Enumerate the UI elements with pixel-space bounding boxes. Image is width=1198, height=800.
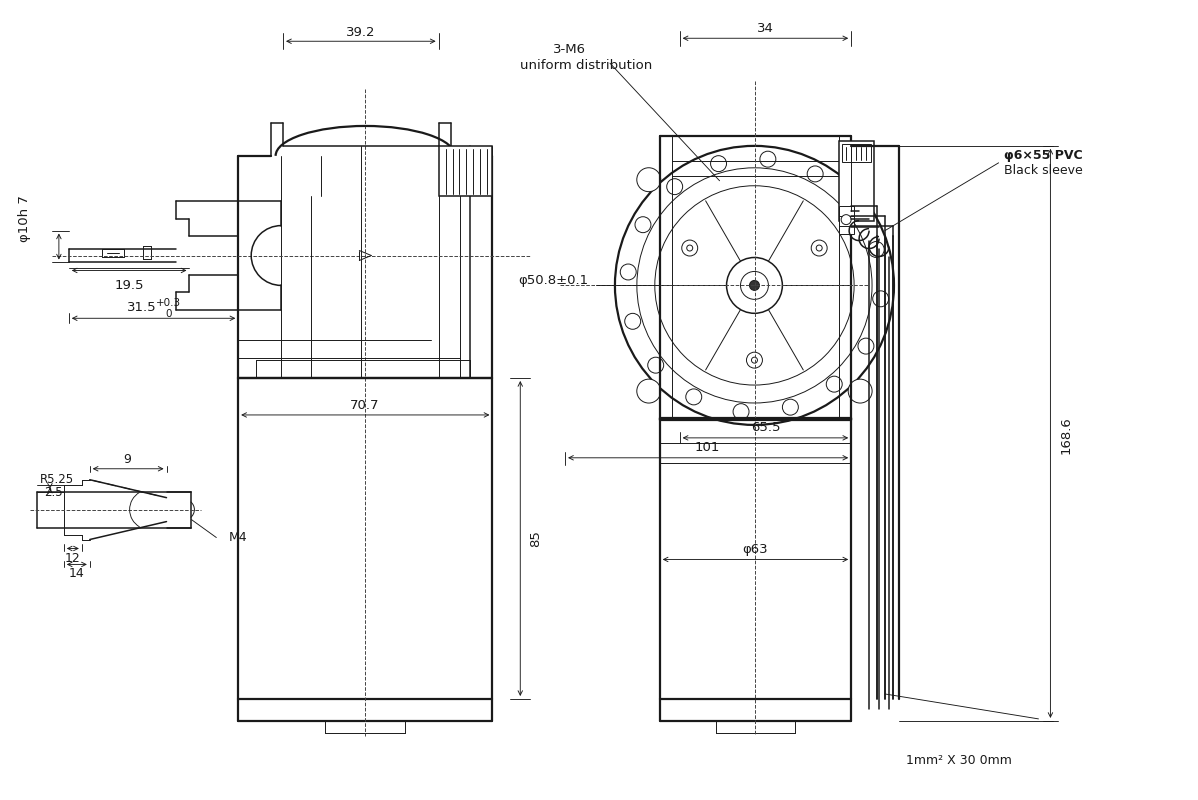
Text: 0: 0 — [165, 310, 171, 319]
Circle shape — [782, 399, 798, 415]
Circle shape — [848, 379, 872, 403]
Circle shape — [648, 358, 664, 373]
Text: 1mm² X 30 0mm: 1mm² X 30 0mm — [906, 754, 1011, 767]
Text: 2.5: 2.5 — [44, 486, 62, 499]
Circle shape — [685, 389, 702, 405]
Text: 85: 85 — [528, 530, 541, 547]
Text: 14: 14 — [69, 567, 85, 580]
Circle shape — [637, 379, 661, 403]
Circle shape — [807, 166, 823, 182]
Text: 70.7: 70.7 — [350, 399, 380, 413]
Circle shape — [615, 146, 894, 425]
Circle shape — [740, 271, 768, 299]
Circle shape — [746, 352, 762, 368]
Circle shape — [726, 258, 782, 314]
Text: 168.6: 168.6 — [1060, 416, 1073, 454]
Circle shape — [872, 291, 889, 306]
Circle shape — [858, 338, 873, 354]
Text: 39.2: 39.2 — [346, 26, 376, 38]
Text: Black sleeve: Black sleeve — [1004, 164, 1082, 178]
Circle shape — [621, 264, 636, 280]
Circle shape — [667, 178, 683, 194]
Circle shape — [841, 214, 851, 225]
Circle shape — [733, 404, 749, 420]
Circle shape — [751, 357, 757, 363]
Circle shape — [635, 217, 651, 233]
Text: 12: 12 — [65, 552, 80, 565]
Text: 101: 101 — [695, 442, 720, 454]
Circle shape — [827, 376, 842, 392]
Circle shape — [637, 168, 872, 403]
Circle shape — [624, 314, 641, 330]
Circle shape — [750, 281, 760, 290]
Circle shape — [869, 242, 884, 258]
Bar — [839, 141, 875, 221]
Circle shape — [655, 186, 854, 385]
Text: M4: M4 — [229, 531, 247, 544]
Circle shape — [848, 168, 872, 192]
Text: 19.5: 19.5 — [115, 279, 145, 292]
Bar — [842, 144, 871, 162]
Circle shape — [710, 156, 726, 172]
Text: 65.5: 65.5 — [751, 422, 780, 434]
Circle shape — [760, 151, 776, 167]
Bar — [839, 206, 854, 234]
Circle shape — [811, 240, 827, 256]
Circle shape — [686, 245, 692, 251]
Text: +0.3: +0.3 — [156, 298, 181, 308]
Text: φ63: φ63 — [743, 543, 768, 556]
Text: R5.25: R5.25 — [40, 474, 74, 486]
Circle shape — [682, 240, 697, 256]
Text: φ50.8±0.1: φ50.8±0.1 — [518, 274, 588, 287]
Text: 3-M6: 3-M6 — [553, 42, 586, 56]
Text: 34: 34 — [757, 22, 774, 34]
Text: uniform distribution: uniform distribution — [520, 58, 653, 72]
Bar — [438, 146, 492, 196]
Circle shape — [816, 245, 822, 251]
Text: φ10h 7: φ10h 7 — [18, 195, 30, 242]
Text: 9: 9 — [123, 454, 132, 466]
Circle shape — [846, 198, 861, 214]
Circle shape — [637, 168, 661, 192]
Text: 31.5: 31.5 — [127, 301, 157, 314]
Text: φ6×55 PVC: φ6×55 PVC — [1004, 150, 1082, 162]
